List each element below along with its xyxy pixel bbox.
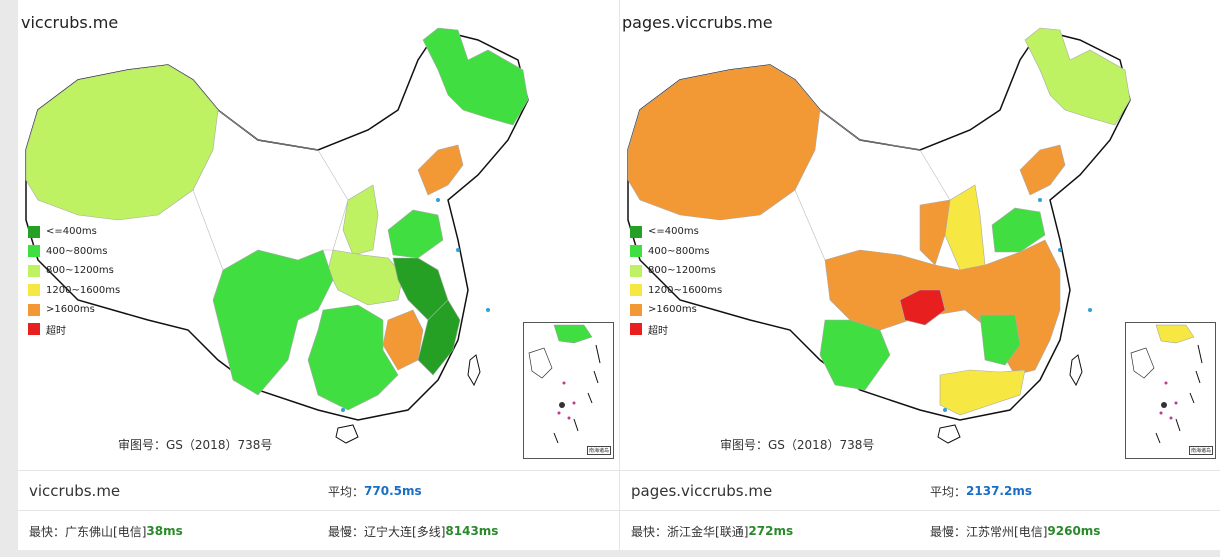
legend-item: >1600ms [630, 300, 722, 320]
fastest-location: 广东佛山[电信] [65, 524, 147, 539]
slowest-location: 江苏常州[电信] [966, 524, 1048, 539]
inset-caption: 南海诸岛 [586, 446, 611, 455]
legend-label: <=400ms [648, 226, 699, 238]
fastest-value: 272ms [748, 524, 794, 538]
stats-row-extremes: 最快： 浙江金华[联通] 272ms 最慢： 江苏常州[电信] 9260ms [620, 511, 1220, 551]
stats-site-cell: pages.viccrubs.me [631, 471, 772, 511]
legend-swatch [28, 303, 40, 316]
legend-item: >1600ms [28, 300, 120, 320]
legend-swatch [630, 264, 642, 277]
stats-fastest-cell: 最快： 广东佛山[电信] 38ms [29, 511, 183, 551]
stats-fastest-cell: 最快： 浙江金华[联通] 272ms [631, 511, 793, 551]
stats-site-name: pages.viccrubs.me [631, 482, 773, 500]
speedtest-results: viccrubs.me <=400ms 400~800ms 800~1200ms… [18, 0, 1220, 550]
stats-slowest-cell: 最慢： 辽宁大连[多线] 8143ms [328, 511, 498, 551]
south-china-sea-inset: 南海诸岛 [523, 322, 614, 459]
map-title: viccrubs.me [21, 13, 119, 32]
legend-swatch [630, 303, 642, 316]
legend-item: <=400ms [630, 222, 722, 242]
legend-swatch [28, 225, 40, 238]
stats-slowest-cell: 最慢： 江苏常州[电信] 9260ms [930, 511, 1100, 551]
fastest-label: 最快： [631, 524, 668, 539]
legend-item: 超时 [630, 320, 722, 340]
legend-label: >1600ms [46, 304, 95, 316]
fastest-label: 最快： [29, 524, 66, 539]
fastest-value: 38ms [146, 524, 183, 538]
average-label: 平均： [930, 484, 967, 499]
latency-legend: <=400ms 400~800ms 800~1200ms 1200~1600ms… [630, 222, 722, 339]
legend-label: 400~800ms [46, 245, 108, 257]
legend-item: 800~1200ms [630, 261, 722, 281]
legend-swatch [630, 323, 642, 336]
legend-swatch [28, 284, 40, 297]
slowest-value: 9260ms [1047, 524, 1101, 538]
inset-caption: 南海诸岛 [1188, 446, 1213, 455]
map-approval-number: 审图号：GS（2018）738号 [118, 438, 273, 452]
stats-table: viccrubs.me 平均： 770.5ms 最快： 广东佛山[电信] 38m… [18, 470, 619, 550]
slowest-value: 8143ms [445, 524, 499, 538]
stats-average-cell: 平均： 2137.2ms [930, 471, 1032, 511]
legend-swatch [630, 225, 642, 238]
stats-table: pages.viccrubs.me 平均： 2137.2ms 最快： 浙江金华[… [620, 470, 1220, 550]
legend-item: 400~800ms [630, 242, 722, 262]
legend-item: 1200~1600ms [28, 281, 120, 301]
slowest-location: 辽宁大连[多线] [364, 524, 446, 539]
stats-row-summary: pages.viccrubs.me 平均： 2137.2ms [620, 471, 1220, 511]
legend-label: 超时 [648, 325, 668, 337]
legend-label: 1200~1600ms [46, 284, 121, 296]
panel-pages-viccrubs: pages.viccrubs.me <=400ms 400~800ms 800~… [619, 0, 1220, 550]
legend-swatch [630, 245, 642, 258]
south-china-sea-inset: 南海诸岛 [1125, 322, 1216, 459]
legend-label: 超时 [46, 325, 66, 337]
legend-label: 400~800ms [648, 245, 710, 257]
legend-label: 800~1200ms [46, 265, 114, 277]
china-latency-map [627, 27, 1131, 444]
legend-item: <=400ms [28, 222, 120, 242]
inset-map [1130, 324, 1203, 444]
stats-row-extremes: 最快： 广东佛山[电信] 38ms 最慢： 辽宁大连[多线] 8143ms [18, 511, 619, 551]
map-title: pages.viccrubs.me [622, 13, 773, 32]
legend-label: 800~1200ms [648, 265, 716, 277]
stats-site-cell: viccrubs.me [29, 471, 120, 511]
legend-item: 超时 [28, 320, 120, 340]
stats-row-summary: viccrubs.me 平均： 770.5ms [18, 471, 619, 511]
stats-site-name: viccrubs.me [29, 482, 121, 500]
inset-map [528, 324, 601, 444]
china-latency-map [25, 27, 529, 444]
legend-label: <=400ms [46, 226, 97, 238]
average-value: 770.5ms [364, 484, 422, 498]
legend-swatch [28, 245, 40, 258]
legend-label: 1200~1600ms [648, 284, 723, 296]
average-value: 2137.2ms [966, 484, 1032, 498]
legend-item: 1200~1600ms [630, 281, 722, 301]
panel-viccrubs: viccrubs.me <=400ms 400~800ms 800~1200ms… [18, 0, 619, 550]
slowest-label: 最慢： [328, 524, 365, 539]
legend-swatch [28, 264, 40, 277]
legend-item: 800~1200ms [28, 261, 120, 281]
fastest-location: 浙江金华[联通] [667, 524, 749, 539]
latency-legend: <=400ms 400~800ms 800~1200ms 1200~1600ms… [28, 222, 120, 339]
slowest-label: 最慢： [930, 524, 967, 539]
legend-swatch [630, 284, 642, 297]
map-approval-number: 审图号：GS（2018）738号 [720, 438, 875, 452]
stats-average-cell: 平均： 770.5ms [328, 471, 422, 511]
legend-swatch [28, 323, 40, 336]
legend-label: >1600ms [648, 304, 697, 316]
average-label: 平均： [328, 484, 365, 499]
legend-item: 400~800ms [28, 242, 120, 262]
